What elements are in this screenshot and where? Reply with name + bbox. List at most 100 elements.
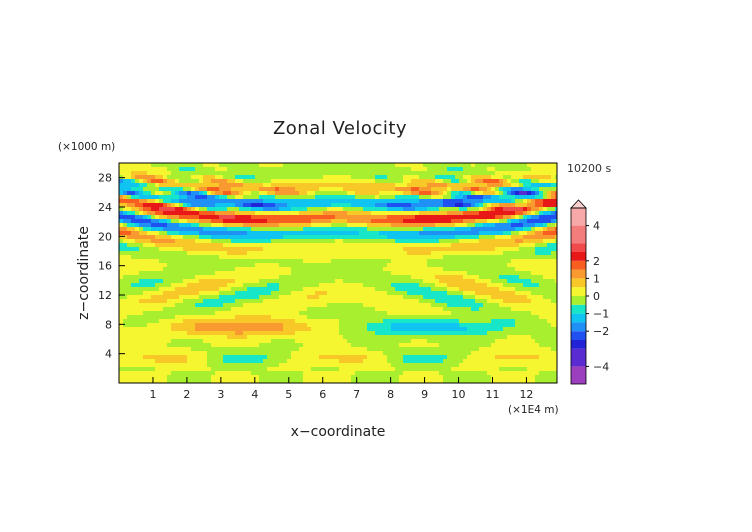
heatmap-cell <box>315 279 320 284</box>
heatmap-cell <box>419 207 424 212</box>
heatmap-cell <box>231 183 236 188</box>
heatmap-cell <box>499 291 504 296</box>
heatmap-cell <box>323 211 328 216</box>
heatmap-cell <box>555 167 557 172</box>
heatmap-cell <box>527 275 532 280</box>
heatmap-cell <box>527 339 532 344</box>
heatmap-cell <box>479 255 484 260</box>
heatmap-cell <box>267 319 272 324</box>
heatmap-cell <box>271 195 276 200</box>
heatmap-cell <box>311 323 316 328</box>
heatmap-cell <box>235 203 240 208</box>
heatmap-cell <box>379 291 384 296</box>
heatmap-cell <box>291 323 296 328</box>
heatmap-cell <box>279 247 284 252</box>
heatmap-cell <box>203 331 208 336</box>
heatmap-cell <box>339 279 344 284</box>
heatmap-cell <box>503 223 508 228</box>
heatmap-cell <box>467 199 472 204</box>
heatmap-cell <box>519 299 524 304</box>
heatmap-cell <box>415 303 420 308</box>
heatmap-cell <box>179 275 184 280</box>
heatmap-cell <box>399 287 404 292</box>
heatmap-cell <box>387 271 392 276</box>
heatmap-cell <box>331 275 336 280</box>
heatmap-cell <box>347 207 352 212</box>
heatmap-cell <box>147 231 152 236</box>
heatmap-cell <box>175 247 180 252</box>
heatmap-cell <box>459 311 464 316</box>
heatmap-cell <box>431 215 436 220</box>
heatmap-cell <box>431 263 436 268</box>
heatmap-cell <box>255 271 260 276</box>
heatmap-cell <box>147 271 152 276</box>
heatmap-cell <box>543 259 548 264</box>
heatmap-cell <box>443 299 448 304</box>
heatmap-cell <box>191 331 196 336</box>
heatmap-cell <box>375 275 380 280</box>
heatmap-cell <box>543 339 548 344</box>
heatmap-cell <box>191 191 196 196</box>
heatmap-cell <box>303 207 308 212</box>
heatmap-cell <box>407 263 412 268</box>
heatmap-cell <box>299 327 304 332</box>
heatmap-cell <box>163 231 168 236</box>
heatmap-cell <box>479 335 484 340</box>
heatmap-cell <box>203 335 208 340</box>
heatmap-cell <box>311 179 316 184</box>
heatmap-cell <box>279 167 284 172</box>
heatmap-cell <box>551 307 556 312</box>
heatmap-cell <box>359 187 364 192</box>
heatmap-cell <box>187 275 192 280</box>
heatmap-cell <box>227 315 232 320</box>
heatmap-cell <box>271 283 276 288</box>
heatmap-cell <box>255 259 260 264</box>
heatmap-cell <box>403 339 408 344</box>
heatmap-cell <box>127 275 132 280</box>
heatmap-cell <box>287 211 292 216</box>
heatmap-cell <box>135 271 140 276</box>
heatmap-cell <box>127 283 132 288</box>
heatmap-cell <box>467 215 472 220</box>
heatmap-cell <box>223 219 228 224</box>
heatmap-cell <box>439 199 444 204</box>
heatmap-cell <box>479 183 484 188</box>
heatmap-cell <box>471 199 476 204</box>
heatmap-cell <box>143 327 148 332</box>
heatmap-cell <box>555 179 557 184</box>
heatmap-cell <box>175 191 180 196</box>
heatmap-cell <box>231 335 236 340</box>
heatmap-cell <box>499 271 504 276</box>
heatmap-cell <box>243 231 248 236</box>
heatmap-cell <box>151 259 156 264</box>
heatmap-cell <box>431 339 436 344</box>
heatmap-cell <box>319 267 324 272</box>
heatmap-cell <box>127 339 132 344</box>
heatmap-cell <box>275 199 280 204</box>
heatmap-cell <box>435 263 440 268</box>
heatmap-cell <box>487 271 492 276</box>
heatmap-cell <box>323 191 328 196</box>
heatmap-cell <box>527 247 532 252</box>
heatmap-cell <box>127 299 132 304</box>
heatmap-cell <box>523 311 528 316</box>
heatmap-cell <box>123 231 128 236</box>
heatmap-cell <box>551 167 556 172</box>
heatmap-cell <box>307 335 312 340</box>
heatmap-cell <box>187 279 192 284</box>
heatmap-cell <box>187 271 192 276</box>
heatmap-cell <box>547 167 552 172</box>
heatmap-cell <box>163 279 168 284</box>
heatmap-cell <box>399 331 404 336</box>
heatmap-cell <box>407 219 412 224</box>
heatmap-cell <box>207 183 212 188</box>
heatmap-cell <box>375 207 380 212</box>
heatmap-cell <box>227 231 232 236</box>
heatmap-cell <box>375 291 380 296</box>
heatmap-cell <box>211 191 216 196</box>
heatmap-cell <box>371 267 376 272</box>
heatmap-cell <box>271 171 276 176</box>
heatmap-cell <box>307 195 312 200</box>
heatmap-cell <box>419 275 424 280</box>
heatmap-cell <box>227 323 232 328</box>
